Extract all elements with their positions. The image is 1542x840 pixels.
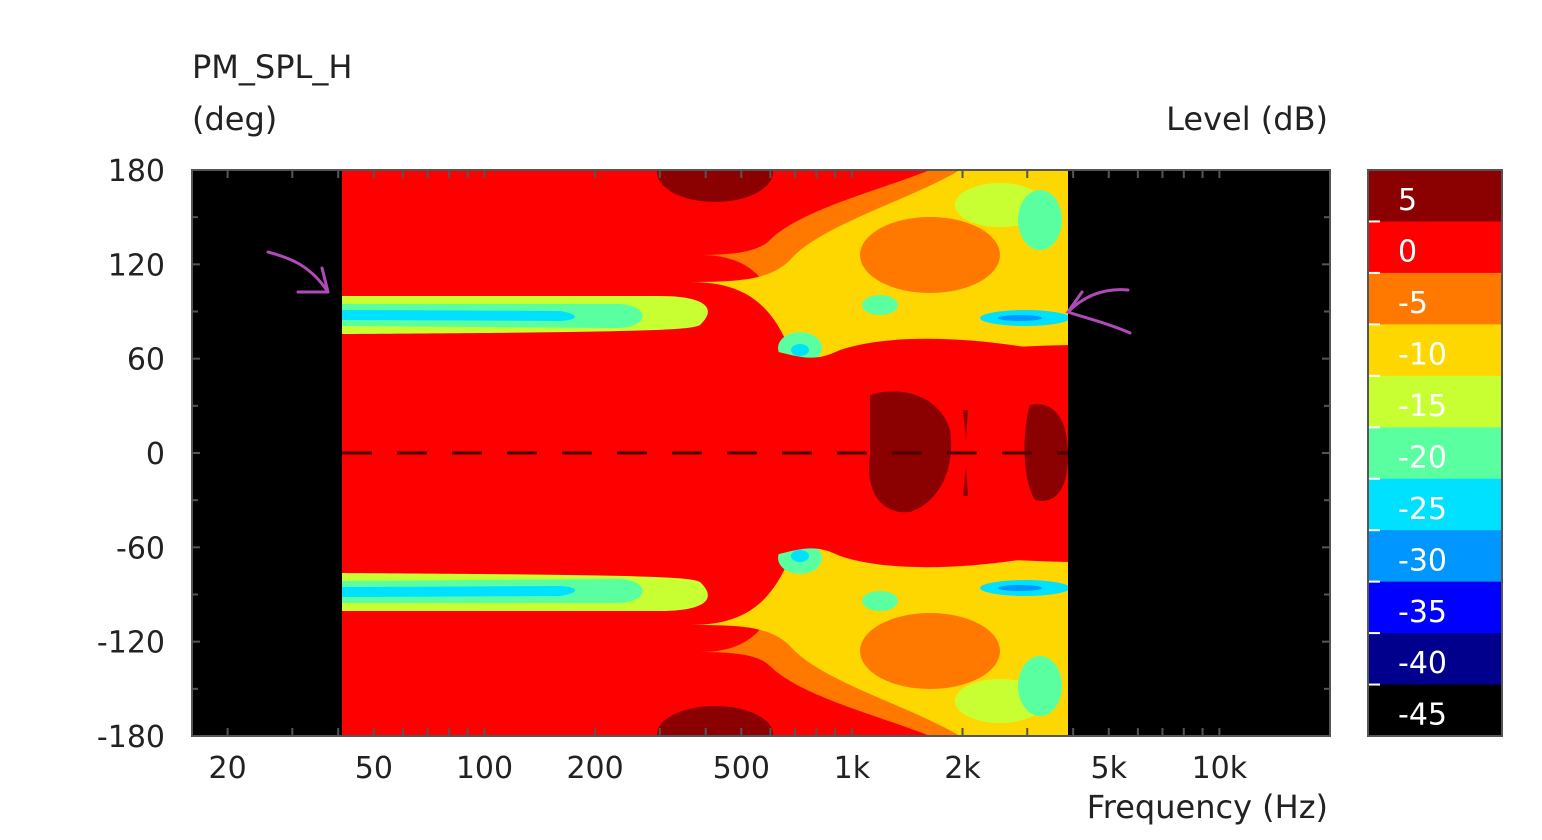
y-axis-ticks: 180 120 60 0 -60 -120 -180 [97, 154, 1330, 755]
colorbar-tick-label: -25 [1398, 492, 1447, 527]
colorbar-tick-label: -20 [1398, 440, 1447, 475]
colorbar-tick-label: 5 [1398, 183, 1417, 218]
colorbar-swatch [1368, 530, 1502, 583]
colorbar-tick-label: -10 [1398, 337, 1447, 372]
colorbar-label: Level (dB) [1166, 100, 1328, 138]
colorbar-tick-label: 0 [1398, 235, 1417, 270]
x-tick-label: 200 [566, 751, 623, 786]
annotation-arrow-left [266, 250, 330, 294]
x-axis-label: Frequency (Hz) [1087, 788, 1328, 826]
y-tick-label: -180 [97, 720, 165, 755]
minor-ticks [192, 170, 1331, 736]
colorbar: 5 0 -5 -10 -15 -20 -25 -30 -35 -40 -45 [1368, 170, 1502, 737]
colorbar-swatch [1368, 375, 1502, 428]
colorbar-swatch [1368, 324, 1502, 377]
colorbar-tick-label: -5 [1398, 286, 1428, 321]
colorbar-tick-label: -30 [1398, 543, 1447, 578]
colorbar-tick-label: -45 [1398, 698, 1447, 733]
colorbar-swatch [1368, 427, 1502, 480]
colorbar-swatch [1368, 581, 1502, 634]
annotation-arrow-right [1065, 288, 1132, 335]
colorbar-swatch [1368, 684, 1502, 737]
colorbar-swatch [1368, 170, 1502, 222]
x-tick-label: 100 [456, 751, 513, 786]
x-tick-label: 1k [834, 751, 871, 786]
y-tick-label: 180 [108, 154, 165, 189]
x-tick-label: 50 [355, 751, 393, 786]
y-tick-label: -120 [97, 626, 165, 661]
colorbar-swatch [1368, 633, 1502, 686]
x-tick-label: 2k [944, 751, 981, 786]
x-tick-label: 20 [209, 751, 247, 786]
y-tick-label: 60 [127, 343, 165, 378]
y-tick-label: 120 [108, 248, 165, 283]
colorbar-tick-label: -15 [1398, 389, 1447, 424]
y-tick-label: -60 [116, 531, 165, 566]
x-tick-label: 500 [713, 751, 770, 786]
x-axis-ticks: 20 50 100 200 500 1k 2k 5k 10k [209, 751, 1248, 786]
colorbar-swatch [1368, 478, 1502, 531]
y-tick-label: 0 [146, 437, 165, 472]
x-tick-label: 5k [1091, 751, 1128, 786]
y-axis-label: (deg) [192, 100, 277, 138]
colorbar-swatch [1368, 221, 1502, 274]
chart-title: PM_SPL_H [192, 48, 352, 86]
colorbar-swatch [1368, 272, 1502, 325]
colorbar-frame [1367, 169, 1503, 737]
colorbar-tick-label: -40 [1398, 646, 1447, 681]
colorbar-tick-label: -35 [1398, 595, 1447, 630]
x-tick-label: 10k [1192, 751, 1248, 786]
